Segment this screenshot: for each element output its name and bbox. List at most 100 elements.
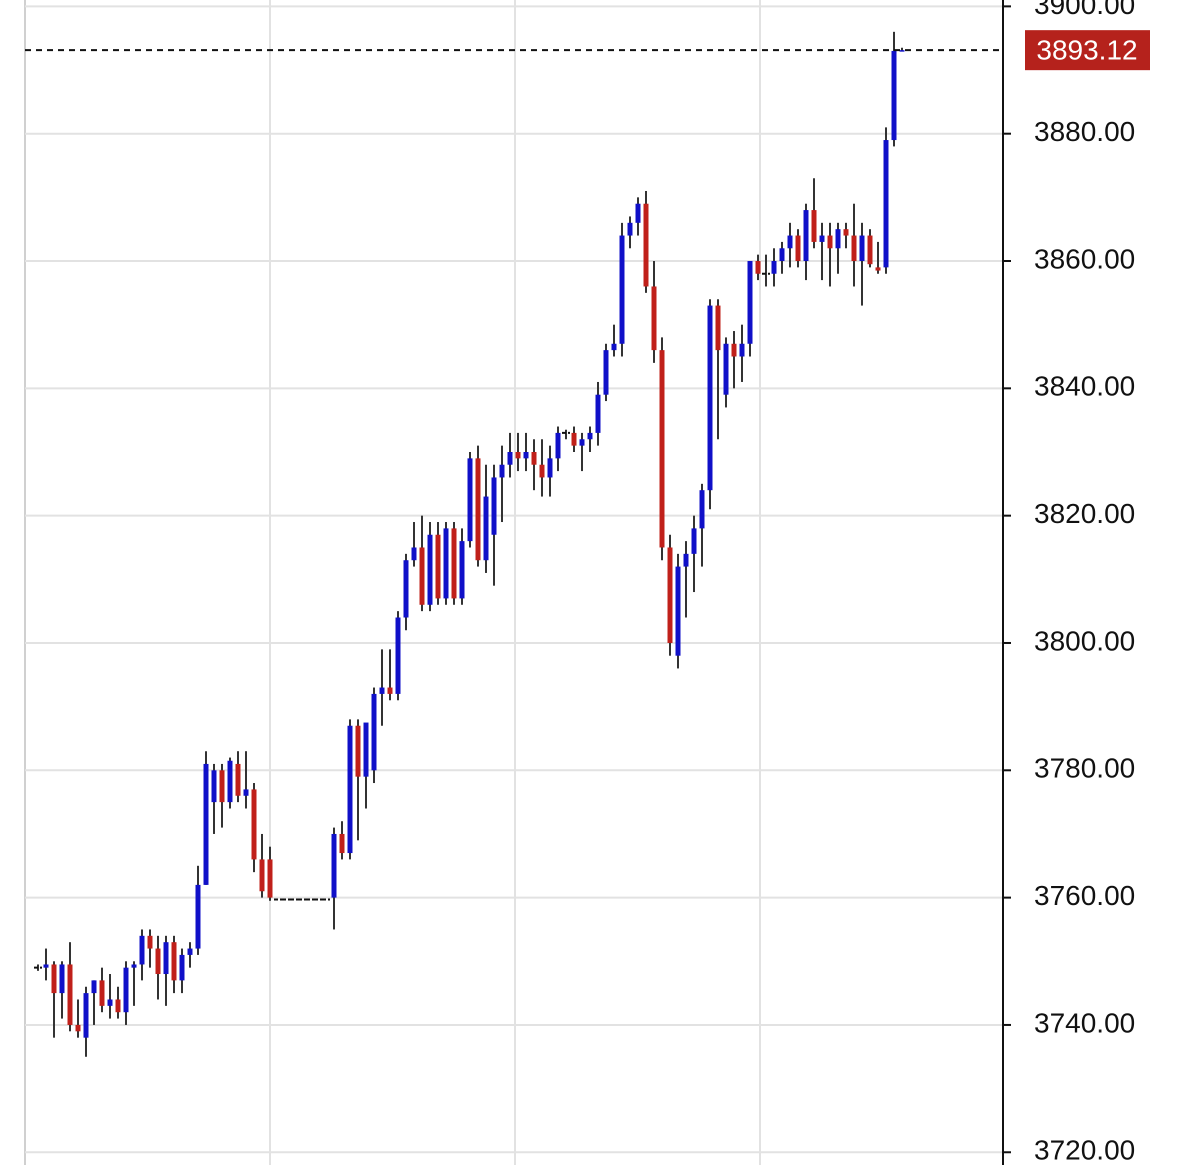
body	[107, 999, 113, 1006]
body	[379, 687, 385, 694]
y-tick-label: 3760.00	[1034, 880, 1135, 911]
body	[171, 942, 177, 981]
y-tick-label: 3840.00	[1034, 371, 1135, 402]
body	[731, 343, 737, 357]
body	[835, 229, 841, 249]
body	[579, 439, 585, 446]
body	[899, 50, 905, 52]
body	[603, 350, 609, 395]
body	[699, 490, 705, 529]
y-tick-label: 3740.00	[1034, 1007, 1135, 1038]
y-tick-label: 3800.00	[1034, 625, 1135, 656]
body	[267, 859, 273, 898]
body	[755, 261, 761, 274]
body	[187, 948, 193, 955]
body	[739, 343, 745, 357]
body	[243, 789, 249, 796]
body	[531, 451, 537, 465]
y-tick-label: 3820.00	[1034, 498, 1135, 529]
body	[43, 964, 49, 968]
body	[539, 464, 545, 478]
body	[819, 235, 825, 242]
body	[419, 547, 425, 605]
body	[83, 993, 89, 1038]
body	[883, 140, 889, 268]
body	[779, 248, 785, 262]
body	[491, 477, 497, 535]
body	[235, 763, 241, 796]
body	[155, 948, 161, 975]
body	[611, 343, 617, 351]
body	[347, 725, 353, 854]
body	[771, 261, 777, 274]
body	[683, 553, 689, 567]
body	[843, 229, 849, 236]
body	[803, 210, 809, 262]
body	[339, 833, 345, 854]
body	[123, 967, 129, 1013]
body	[875, 267, 881, 271]
body	[139, 935, 145, 965]
body	[723, 343, 729, 395]
body	[331, 833, 337, 898]
body	[403, 560, 409, 618]
y-tick-label: 3880.00	[1034, 116, 1135, 147]
body	[59, 964, 65, 994]
body	[219, 770, 225, 803]
body	[435, 534, 441, 599]
body	[859, 235, 865, 262]
body	[475, 458, 481, 561]
body	[427, 534, 433, 605]
body	[707, 305, 713, 491]
body	[51, 964, 57, 994]
body	[211, 770, 217, 803]
candles	[25, 31, 1003, 1057]
body	[483, 496, 489, 561]
y-tick-label: 3720.00	[1034, 1135, 1135, 1165]
body	[675, 566, 681, 656]
y-tick-label: 3860.00	[1034, 243, 1135, 274]
body	[515, 451, 521, 459]
body	[811, 210, 817, 242]
body	[891, 50, 897, 141]
y-tick-label: 3780.00	[1034, 753, 1135, 784]
body	[451, 528, 457, 599]
body	[867, 235, 873, 265]
body	[179, 954, 185, 981]
body	[467, 458, 473, 542]
body	[91, 980, 97, 994]
body	[507, 451, 513, 465]
body	[667, 547, 673, 643]
body	[395, 617, 401, 694]
body	[635, 203, 641, 223]
body	[795, 235, 801, 262]
body	[587, 432, 593, 440]
body	[115, 999, 121, 1013]
body	[195, 884, 201, 949]
body	[851, 235, 857, 262]
grid	[25, 5, 1003, 1154]
body	[251, 789, 257, 860]
body	[163, 942, 169, 975]
body	[67, 964, 73, 1025]
body	[371, 693, 377, 771]
y-tick-label: 3900.00	[1034, 0, 1135, 20]
body	[571, 432, 577, 446]
body	[147, 935, 153, 949]
body	[99, 980, 105, 1006]
body	[75, 1024, 81, 1032]
price-axis: 3720.00 3740.00 3760.00 3780.00 3800.00 3820.…	[1003, 0, 1150, 1165]
body	[363, 722, 369, 777]
body	[227, 760, 233, 803]
body	[787, 235, 793, 249]
body	[203, 763, 209, 885]
body	[619, 235, 625, 344]
body	[595, 394, 601, 433]
body	[459, 541, 465, 599]
body	[715, 305, 721, 351]
body	[659, 350, 665, 548]
body	[691, 528, 697, 554]
body	[355, 725, 361, 777]
